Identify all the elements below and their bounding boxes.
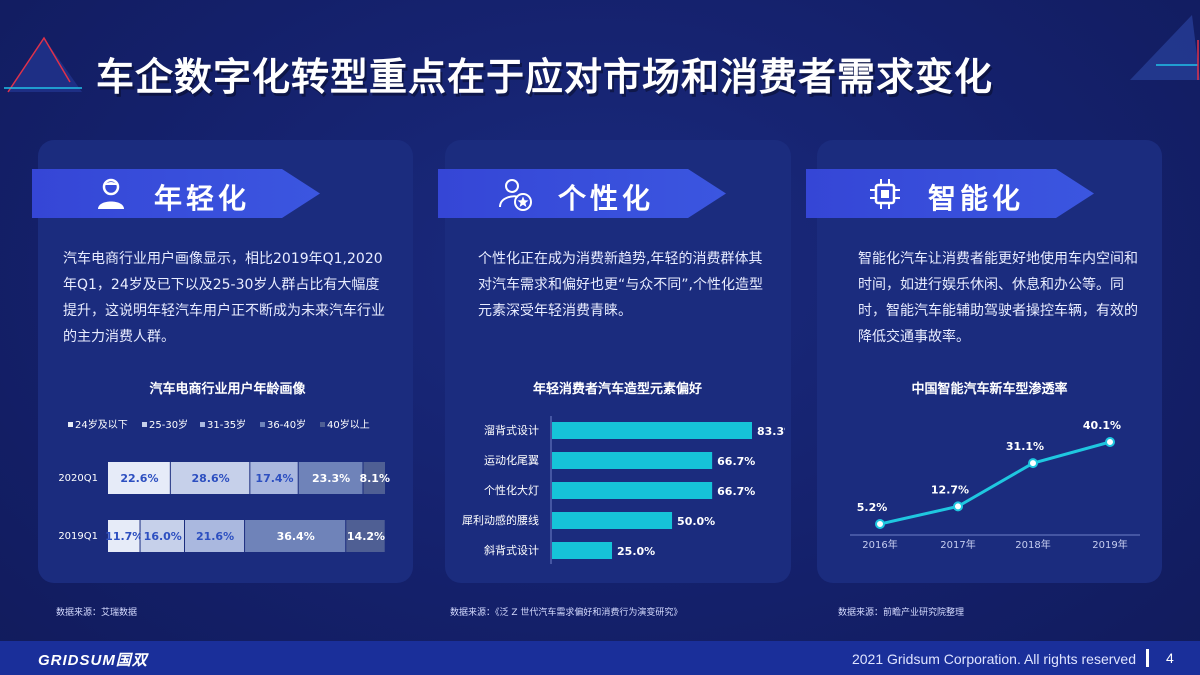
stacked-bar-segment	[108, 520, 140, 552]
chart-title-style: 年轻消费者汽车造型元素偏好	[532, 382, 702, 397]
source-personalization: 数据来源：《泛 Z 世代汽车需求偏好和消费行为演变研究》	[450, 608, 683, 618]
category-label: 运动化尾翼	[484, 453, 539, 467]
bar-value-label: 23.3%	[312, 472, 350, 485]
chip-icon	[870, 179, 900, 209]
bar-value-label: 50.0%	[677, 515, 715, 528]
description-personalization: 个性化正在成为消费新趋势,年轻的消费群体其对汽车需求和偏好也更“与众不同”,个性…	[478, 251, 763, 319]
stacked-bar-segment	[140, 520, 185, 552]
legend-label: 36-40岁	[267, 418, 306, 431]
series-line	[879, 440, 1111, 526]
bar-value-label: 25.0%	[617, 545, 655, 558]
legend-swatch	[200, 422, 205, 427]
banner-personalization: 个性化	[438, 169, 726, 218]
x-tick-label: 2019年	[1092, 538, 1127, 551]
legend-label: 31-35岁	[207, 418, 246, 431]
legend-swatch	[142, 422, 147, 427]
decor-triangle-right	[1130, 15, 1200, 80]
description-youth: 汽车电商行业用户画像显示，相比2019年Q1,2020年Q1，24岁及已下以及2…	[63, 251, 385, 345]
source-intelligence: 数据来源：前瞻产业研究院整理	[838, 608, 965, 618]
x-tick-label: 2016年	[862, 538, 897, 551]
data-label: 31.1%	[1006, 440, 1044, 453]
banner-youth: 年轻化	[32, 169, 320, 218]
legend-label: 25-30岁	[149, 418, 188, 431]
bar-value-label: 28.6%	[191, 472, 229, 485]
person-star-icon	[499, 179, 532, 211]
bar-value-label: 83.3%	[757, 425, 785, 438]
footer-divider	[1146, 649, 1149, 667]
category-label: 溜背式设计	[484, 423, 539, 437]
footer: GRIDSUM国双 2021 Gridsum Corporation. All …	[0, 641, 1200, 675]
page-number: 4	[1166, 650, 1174, 666]
legend-label: 24岁及以下	[75, 418, 128, 431]
stacked-bar-segment	[250, 462, 298, 494]
stacked-bar-segment	[108, 462, 170, 494]
category-label: 斜背式设计	[484, 543, 539, 557]
data-point	[875, 519, 885, 529]
banner-youth-label: 年轻化	[154, 182, 251, 215]
category-label: 个性化大灯	[484, 483, 539, 497]
style-preference-bar-chart: 溜背式设计 83.3% 运动化尾翼 66.7% 个性化大灯 66.7% 犀利动感的腰线 50.…	[462, 416, 785, 564]
stacked-bar-segment	[170, 462, 250, 494]
bar	[552, 482, 713, 499]
page-title: 车企数字化转型重点在于应对市场和消费者需求变化	[96, 55, 994, 99]
banner-intelligence-label: 智能化	[928, 182, 1025, 215]
banner-personalization-label: 个性化	[558, 182, 655, 215]
stacked-bar-segment	[245, 520, 346, 552]
legend-swatch	[260, 422, 265, 427]
banner-intelligence: 智能化	[806, 169, 1094, 218]
category-label: 2020Q1	[58, 473, 98, 484]
user-icon	[98, 178, 124, 209]
bar	[552, 452, 713, 469]
legend-label: 40岁以上	[327, 418, 370, 431]
data-label: 40.1%	[1083, 419, 1121, 432]
data-point	[1028, 458, 1038, 469]
data-label: 5.2%	[857, 501, 888, 514]
bar-value-label: 21.6%	[196, 530, 234, 543]
data-point	[953, 501, 963, 512]
description-intelligence: 智能化汽车让消费者能更好地使用车内空间和时间，如进行娱乐休闲、休息和办公等。同时…	[858, 251, 1138, 345]
chart-title-penetration: 中国智能汽车新车型渗透率	[911, 382, 1068, 397]
stacked-bar-segment	[346, 520, 385, 552]
data-point	[1105, 437, 1115, 447]
x-tick-label: 2017年	[940, 538, 975, 551]
category-label: 犀利动感的腰线	[462, 513, 539, 527]
bar-value-label: 66.7%	[717, 455, 755, 468]
decor-triangle-left	[4, 36, 82, 93]
penetration-line-chart: 2016年 2017年 2018年 2019年 5.2% 12.7% 31.1% 40.1%	[850, 419, 1140, 551]
source-youth: 数据来源：艾瑞数据	[56, 608, 138, 618]
stacked-bar-segment	[298, 462, 363, 494]
bar-value-label: 16.0%	[144, 530, 182, 543]
stacked-bar-segment	[185, 520, 245, 552]
bar-value-label: 11.7%	[105, 530, 143, 543]
x-tick-label: 2018年	[1015, 538, 1050, 551]
bar-value-label: 17.4%	[255, 472, 293, 485]
age-stacked-bar-chart: 24岁及以下 25-30岁 31-35岁 36-40岁 40岁以上 2020Q1 22.6%…	[58, 418, 390, 552]
category-label: 2019Q1	[58, 531, 98, 542]
bar-value-label: 36.4%	[277, 530, 315, 543]
bar	[552, 422, 752, 439]
data-label: 12.7%	[931, 483, 969, 496]
copyright-text: 2021 Gridsum Corporation. All rights res…	[851, 651, 1136, 667]
stacked-bar-segment	[363, 462, 385, 494]
chart-title-age: 汽车电商行业用户年龄画像	[149, 382, 306, 397]
bar-value-label: 8.1%	[359, 472, 390, 485]
bar-value-label: 14.2%	[347, 530, 385, 543]
legend-swatch	[68, 422, 73, 427]
legend-swatch	[320, 422, 325, 427]
bar	[552, 512, 673, 529]
bar-value-label: 66.7%	[717, 485, 755, 498]
brand-logo: GRIDSUM国双	[38, 652, 148, 669]
bar-value-label: 22.6%	[120, 472, 158, 485]
bar	[552, 542, 613, 559]
